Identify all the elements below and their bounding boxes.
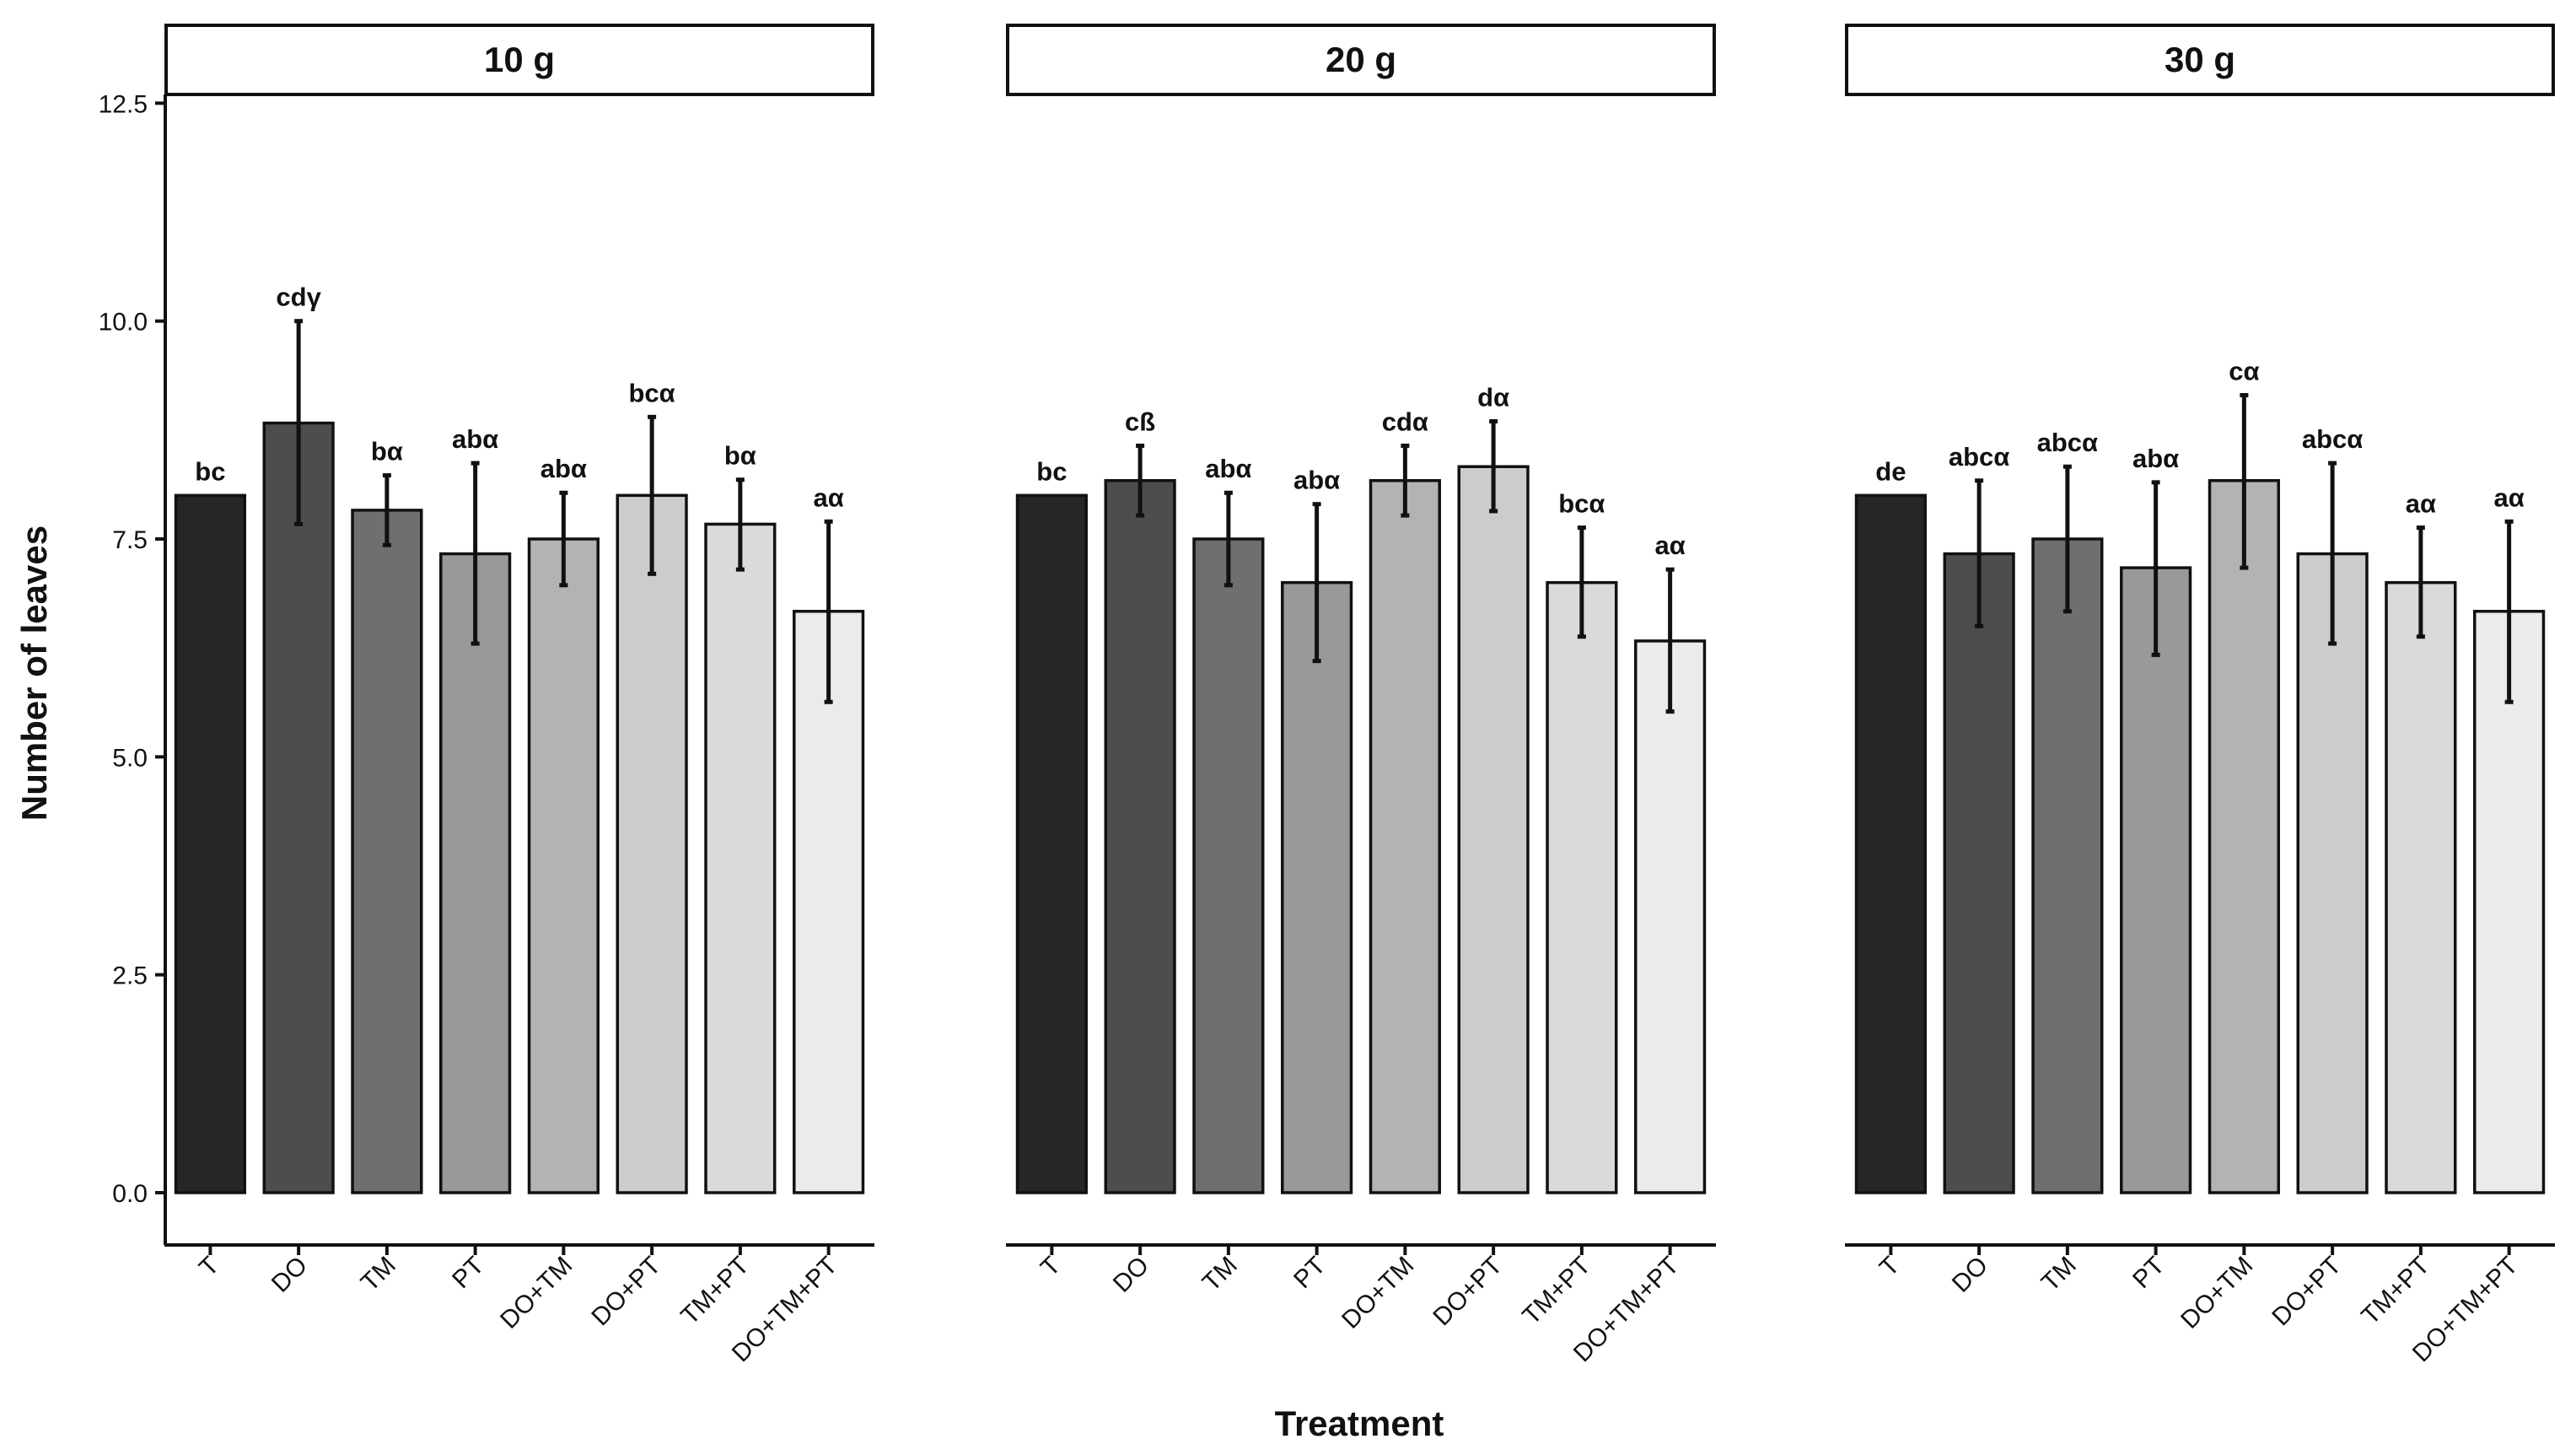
- significance-label: cdγ: [276, 283, 321, 312]
- significance-label: bc: [195, 456, 225, 486]
- bar: [2031, 537, 2104, 1194]
- x-tick-label: DO+TM: [1336, 1252, 1419, 1334]
- significance-label: abcα: [2302, 424, 2363, 454]
- significance-label: abcα: [1949, 442, 2009, 472]
- significance-label: cdα: [1382, 407, 1428, 436]
- bar: [2296, 552, 2369, 1194]
- y-tick-label: 5.0: [112, 744, 148, 772]
- y-tick-label: 7.5: [112, 526, 148, 554]
- facet-title: 10 g: [484, 40, 555, 79]
- significance-label: aα: [1654, 531, 1685, 560]
- y-tick-label: 0.0: [112, 1180, 148, 1208]
- bar: [174, 493, 246, 1194]
- bar: [1546, 580, 1618, 1194]
- x-tick-label: TM: [2036, 1252, 2082, 1297]
- bar: [1104, 479, 1176, 1194]
- bar: [1369, 479, 1441, 1194]
- x-tick-label: T: [194, 1252, 224, 1282]
- bar: [2385, 580, 2457, 1194]
- x-tick-label: T: [1035, 1252, 1066, 1282]
- x-axis-title: Treatment: [1275, 1404, 1444, 1443]
- y-tick-label: 12.5: [99, 90, 148, 118]
- significance-label: cα: [2229, 357, 2259, 386]
- significance-label: bα: [371, 437, 403, 466]
- significance-label: dα: [1477, 383, 1509, 412]
- bar: [527, 537, 600, 1194]
- bar: [1192, 537, 1265, 1194]
- x-tick-label: PT: [447, 1252, 489, 1294]
- bar: [439, 552, 512, 1194]
- bar: [1281, 580, 1353, 1194]
- significance-label: abα: [1205, 454, 1251, 483]
- x-tick-label: TM+PT: [675, 1252, 754, 1330]
- x-tick-label: DO: [1947, 1252, 1993, 1298]
- bar: [1854, 493, 1927, 1194]
- x-tick-label: DO: [1108, 1252, 1154, 1298]
- x-tick-label: DO+PT: [2267, 1252, 2347, 1332]
- x-tick-label: DO+TM: [495, 1252, 578, 1334]
- x-tick-label: DO+PT: [586, 1252, 666, 1332]
- bar: [1457, 465, 1530, 1194]
- significance-label: bcα: [1558, 489, 1605, 519]
- bar: [616, 493, 688, 1194]
- bar: [1634, 639, 1707, 1194]
- x-tick-label: TM+PT: [1517, 1252, 1595, 1330]
- x-tick-label: TM: [356, 1252, 401, 1297]
- bar: [793, 610, 865, 1194]
- facet-strip: [1845, 24, 2555, 96]
- significance-label: aα: [813, 482, 843, 512]
- significance-label: aα: [2493, 482, 2524, 512]
- significance-label: abα: [1293, 466, 1340, 495]
- significance-label: bc: [1036, 456, 1067, 486]
- significance-label: aα: [2406, 489, 2436, 519]
- bar: [1943, 552, 2015, 1194]
- bar: [2208, 479, 2280, 1194]
- frame-layer: [155, 24, 2555, 1255]
- bar: [1015, 493, 1088, 1194]
- significance-label: abα: [2132, 444, 2179, 473]
- facet-strip: [164, 24, 874, 96]
- facet-title: 20 g: [1326, 40, 1396, 79]
- x-tick-label: DO+TM: [2175, 1252, 2258, 1334]
- bar: [704, 522, 777, 1194]
- y-tick-label: 10.0: [99, 309, 148, 337]
- x-tick-label: DO: [266, 1252, 313, 1298]
- significance-label: abcα: [2037, 428, 2098, 457]
- significance-label: cß: [1125, 407, 1155, 436]
- significance-label: bcα: [629, 378, 675, 407]
- x-tick-label: TM: [1197, 1252, 1243, 1297]
- significance-label: abα: [540, 454, 587, 483]
- x-tick-label: DO+PT: [1428, 1252, 1508, 1332]
- y-axis-title: Number of leaves: [14, 525, 54, 821]
- x-tick-label: TM+PT: [2356, 1252, 2434, 1330]
- bars-layer: [174, 319, 2546, 1194]
- x-tick-label: T: [1874, 1252, 1905, 1282]
- facet-strip: [1006, 24, 1716, 96]
- x-tick-label: PT: [1288, 1252, 1331, 1294]
- significance-label: bα: [724, 441, 756, 471]
- x-tick-label: PT: [2127, 1252, 2170, 1294]
- facet-title: 30 g: [2165, 40, 2235, 79]
- bar: [2120, 566, 2192, 1194]
- y-tick-label: 2.5: [112, 962, 148, 990]
- bar: [262, 421, 335, 1194]
- bar: [2473, 610, 2546, 1194]
- bar: [351, 509, 423, 1194]
- significance-label: abα: [452, 424, 498, 454]
- significance-label: de: [1875, 456, 1906, 486]
